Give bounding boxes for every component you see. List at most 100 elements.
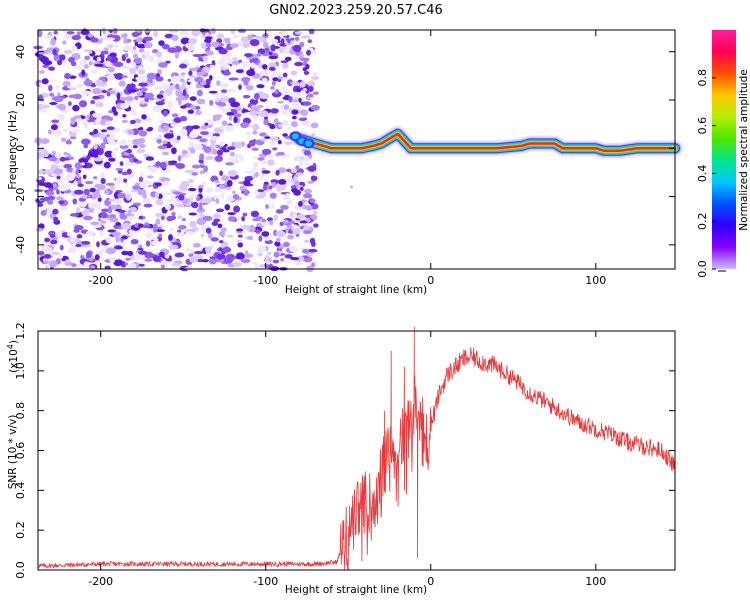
- noise-speckle: [154, 191, 160, 199]
- noise-speckle: [152, 225, 157, 233]
- noise-speckle: [205, 42, 212, 48]
- noise-speckle: [100, 213, 109, 219]
- noise-speckle: [101, 89, 108, 94]
- noise-speckle: [191, 29, 200, 37]
- noise-speckle: [261, 231, 270, 237]
- noise-speckle: [129, 233, 134, 241]
- noise-speckle: [174, 163, 181, 167]
- noise-speckle: [53, 168, 64, 175]
- noise-speckle: [308, 85, 314, 92]
- noise-speckle: [100, 50, 109, 55]
- noise-speckle: [117, 246, 123, 250]
- noise-speckle: [145, 232, 153, 239]
- noise-speckle: [224, 125, 234, 132]
- noise-speckle: [42, 60, 53, 66]
- noise-speckle: [80, 255, 85, 259]
- noise-speckle: [270, 179, 279, 183]
- noise-speckle: [105, 182, 115, 186]
- noise-speckle: [170, 215, 177, 220]
- noise-speckle: [289, 245, 298, 253]
- noise-speckle: [111, 56, 116, 64]
- noise-speckle: [287, 79, 293, 87]
- noise-speckle: [303, 150, 311, 156]
- noise-speckle: [233, 261, 242, 268]
- noise-speckle: [106, 134, 110, 138]
- noise-speckle: [295, 172, 304, 176]
- noise-speckle: [284, 254, 293, 259]
- noise-speckle: [133, 57, 143, 64]
- noise-speckle: [206, 187, 213, 193]
- noise-speckle: [226, 88, 236, 93]
- noise-speckle: [112, 44, 119, 49]
- noise-speckle: [112, 27, 118, 35]
- noise-speckle: [56, 196, 64, 201]
- noise-speckle: [302, 205, 313, 210]
- y-tick-label: 1.2: [14, 322, 27, 340]
- noise-speckle: [121, 75, 128, 79]
- noise-speckle: [125, 257, 131, 261]
- noise-speckle: [170, 160, 178, 164]
- noise-speckle: [68, 101, 72, 106]
- noise-speckle: [93, 128, 98, 135]
- noise-speckle: [238, 84, 242, 90]
- noise-speckle: [211, 41, 220, 48]
- noise-speckle: [75, 207, 81, 214]
- noise-speckle: [268, 185, 273, 190]
- noise-speckle: [138, 143, 146, 148]
- noise-speckle: [205, 78, 211, 86]
- noise-speckle: [53, 55, 58, 61]
- noise-speckle: [75, 64, 82, 70]
- noise-speckle: [227, 58, 233, 65]
- noise-speckle: [49, 102, 58, 105]
- noise-speckle: [129, 119, 136, 125]
- colorbar-ticks: 0.0 0.2 0.4 0.6 0.8: [696, 69, 726, 278]
- noise-speckle: [265, 204, 269, 209]
- colorbar-tick-label: 0.8: [696, 69, 709, 87]
- y-tick-label: 0.8: [14, 402, 27, 420]
- noise-speckle: [307, 248, 318, 253]
- snr-x-ticks: -200 -100 0 100: [88, 331, 606, 588]
- noise-speckle: [47, 199, 54, 205]
- noise-speckle: [127, 88, 137, 93]
- noise-speckle: [135, 76, 141, 81]
- noise-speckle: [199, 138, 208, 143]
- noise-speckle: [109, 217, 119, 223]
- noise-speckle: [281, 154, 291, 158]
- noise-speckle: [268, 153, 275, 159]
- noise-speckle: [251, 147, 259, 151]
- noise-speckle: [235, 69, 244, 73]
- noise-speckle: [78, 201, 87, 207]
- noise-speckle: [185, 247, 190, 252]
- noise-speckle: [111, 151, 117, 157]
- noise-speckle: [205, 155, 215, 161]
- noise-speckle: [48, 247, 53, 254]
- noise-speckle: [168, 248, 173, 252]
- noise-speckle: [310, 104, 320, 111]
- noise-speckle: [178, 194, 185, 201]
- noise-speckle: [209, 64, 216, 68]
- noise-speckle: [219, 125, 225, 129]
- noise-speckle: [191, 125, 200, 130]
- noise-speckle: [155, 86, 161, 90]
- noise-speckle: [107, 74, 115, 81]
- noise-speckle: [75, 169, 79, 176]
- noise-speckle: [138, 48, 145, 53]
- noise-speckle: [127, 129, 135, 135]
- noise-speckle: [78, 157, 89, 164]
- noise-speckle: [312, 71, 319, 78]
- noise-speckle: [128, 229, 135, 234]
- noise-speckle: [47, 129, 52, 135]
- noise-speckle: [216, 253, 226, 260]
- y-tick-label: 0.4: [14, 482, 27, 500]
- noise-speckle: [45, 190, 55, 196]
- noise-speckle: [208, 90, 218, 94]
- noise-speckle: [180, 180, 190, 187]
- noise-speckle: [282, 72, 288, 78]
- noise-speckle: [52, 129, 62, 137]
- noise-speckle: [302, 67, 307, 72]
- noise-speckle: [117, 192, 126, 199]
- noise-speckle: [70, 128, 80, 133]
- noise-speckle: [248, 82, 253, 86]
- noise-speckle: [303, 193, 313, 199]
- noise-speckle: [293, 82, 301, 86]
